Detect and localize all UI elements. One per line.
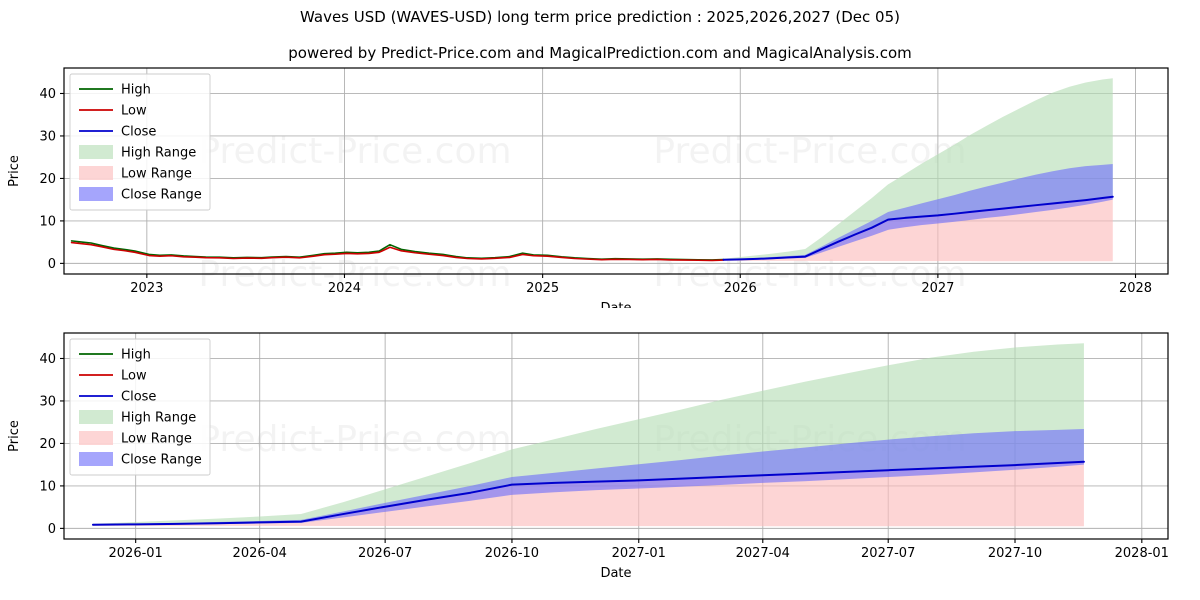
legend-swatch-patch — [79, 187, 113, 201]
chart-long-term-price-prediction: Predict-Price.comPredict-Price.comPredic… — [7, 67, 1169, 308]
x-axis-title: Date — [600, 301, 631, 308]
y-tick-label: 10 — [39, 214, 56, 229]
legend-label: Close — [121, 125, 156, 140]
y-tick-label: 40 — [39, 87, 56, 102]
band-close-range — [723, 163, 1113, 260]
legend-label: Low — [121, 369, 147, 384]
legend-label: Close — [121, 390, 156, 405]
axis-ticks: 0 10 20 30 40 2023 2024 2025 2026 2027 2028 — [39, 87, 1152, 296]
axis-ticks: 0 10 20 30 40 2026-01 2026-04 2026-07 2026-10 202… — [39, 352, 1169, 561]
y-tick-label: 40 — [39, 352, 56, 367]
plot-area — [70, 78, 1114, 262]
band-high-range — [92, 343, 1084, 525]
x-tick-label: 2026-10 — [485, 546, 539, 561]
y-axis-title: Price — [7, 155, 22, 187]
watermark-text: Predict-Price.com — [653, 131, 966, 172]
y-tick-label: 30 — [39, 394, 56, 409]
legend-label: Close Range — [121, 453, 202, 468]
page-title: Waves USD (WAVES-USD) long term price pr… — [300, 8, 900, 26]
series-line-close — [91, 460, 1085, 526]
legend-swatch-patch — [79, 166, 113, 180]
legend-swatch-patch — [79, 452, 113, 466]
legend-swatch-patch — [79, 410, 113, 424]
x-tick-label: 2026-04 — [233, 546, 287, 561]
axis-frame — [63, 67, 1169, 275]
y-tick-label: 0 — [48, 257, 56, 272]
x-tick-label: 2023 — [130, 281, 163, 296]
x-tick-label: 2028-01 — [1115, 546, 1169, 561]
band-close-range — [92, 428, 1084, 525]
legend-label: High — [121, 83, 151, 98]
x-tick-label: 2027-01 — [612, 546, 666, 561]
page-subtitle: powered by Predict-Price.com and Magical… — [288, 44, 912, 62]
series-line-low — [70, 241, 725, 262]
y-tick-label: 0 — [48, 522, 56, 537]
y-tick-label: 20 — [39, 437, 56, 452]
legend-label: Low — [121, 104, 147, 119]
y-tick-label: 30 — [39, 129, 56, 144]
axis-frame — [63, 332, 1169, 540]
x-tick-label: 2027 — [921, 281, 954, 296]
series-line-close — [722, 195, 1114, 261]
y-tick-label: 10 — [39, 479, 56, 494]
x-tick-label: 2027-10 — [988, 546, 1042, 561]
legend-label: Low Range — [121, 167, 192, 182]
x-tick-label: 2025 — [526, 281, 559, 296]
x-tick-label: 2027-04 — [736, 546, 790, 561]
y-tick-label: 20 — [39, 172, 56, 187]
x-tick-label: 2026 — [724, 281, 757, 296]
y-axis-title: Price — [7, 420, 22, 452]
chart-legend[interactable]: High Low Close High Range Low Range Close Ran… — [69, 73, 211, 211]
watermark-text: Predict-Price.com — [198, 131, 511, 172]
x-tick-label: 2024 — [328, 281, 361, 296]
legend-label: Close Range — [121, 188, 202, 203]
x-tick-label: 2026-07 — [358, 546, 412, 561]
chart-forecast-zoom: Predict-Price.comPredict-Price.com010203… — [7, 332, 1169, 581]
legend-label: Low Range — [121, 432, 192, 447]
legend-label: High Range — [121, 411, 196, 426]
chart-legend[interactable]: High Low Close High Range Low Range Close Ran… — [69, 338, 211, 476]
x-tick-label: 2028 — [1119, 281, 1152, 296]
band-high-range — [723, 78, 1113, 260]
legend-swatch-patch — [79, 145, 113, 159]
legend-label: High — [121, 348, 151, 363]
legend-label: High Range — [121, 146, 196, 161]
legend-swatch-patch — [79, 431, 113, 445]
x-tick-label: 2026-01 — [109, 546, 163, 561]
plot-area — [91, 343, 1085, 527]
x-tick-label: 2027-07 — [861, 546, 915, 561]
x-axis-title: Date — [600, 566, 631, 581]
watermark-text: Predict-Price.com — [198, 419, 511, 460]
